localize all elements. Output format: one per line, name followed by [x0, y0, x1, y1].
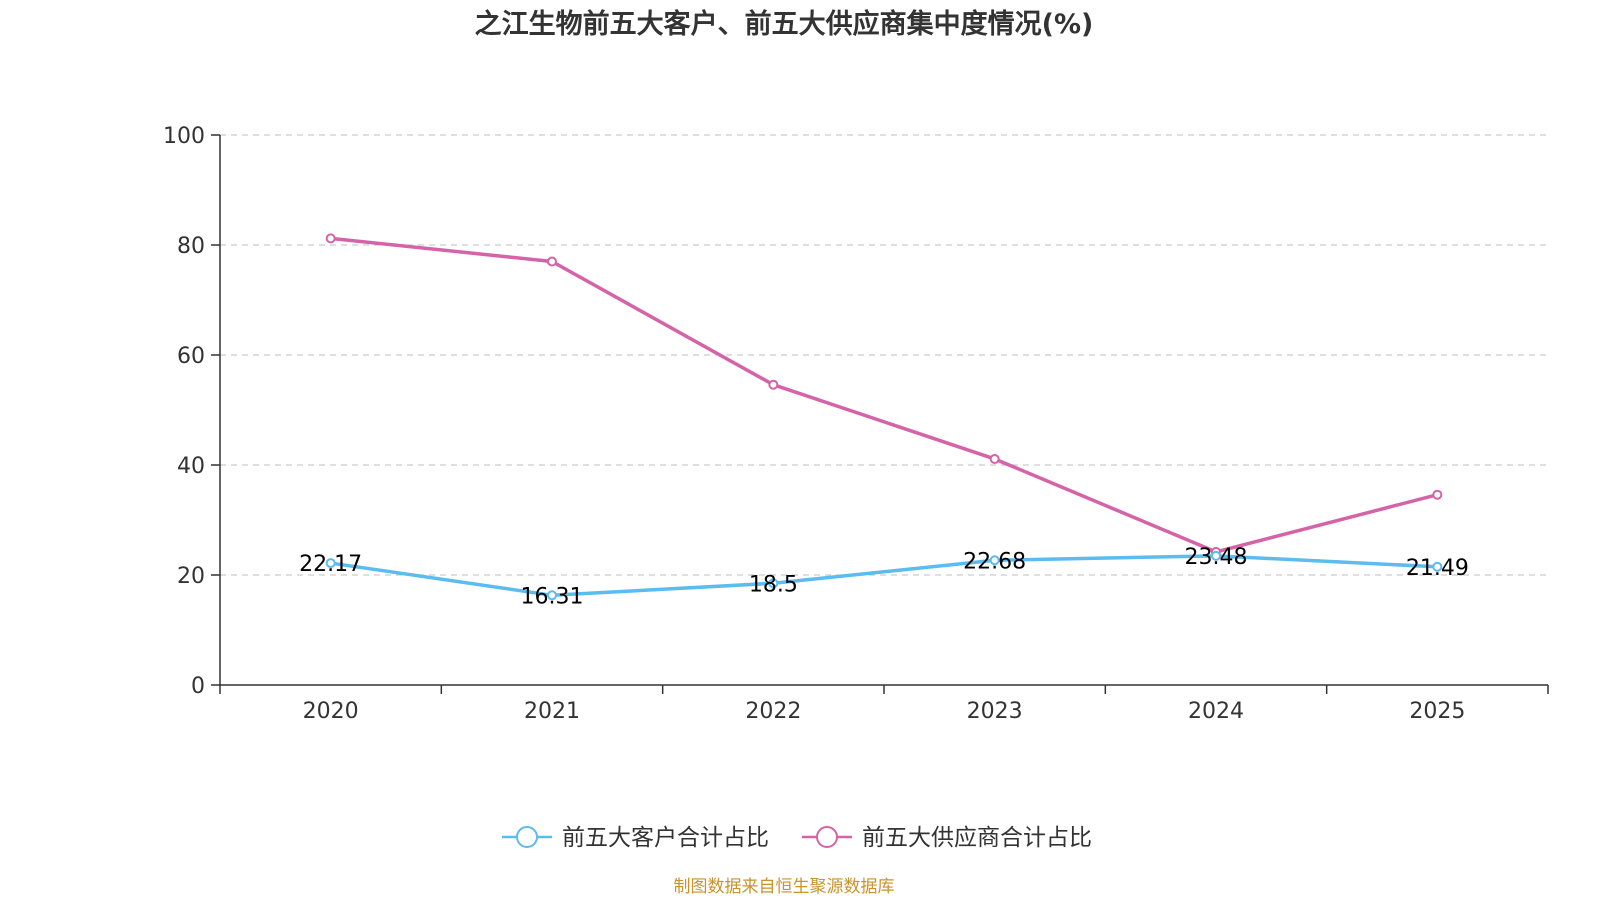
y-tick-label: 80 [177, 234, 205, 259]
x-tick-label: 2023 [967, 699, 1023, 724]
x-tick-label: 2025 [1409, 699, 1465, 724]
x-tick-label: 2024 [1188, 699, 1244, 724]
data-point[interactable] [768, 379, 779, 390]
data-labels: 22.17 16.31 18.5 22.68 23.48 21.49 [299, 545, 1469, 609]
axes [219, 135, 1548, 686]
data-label: 22.68 [963, 549, 1026, 574]
x-tick-label: 2020 [303, 699, 359, 724]
y-tick-label: 40 [177, 454, 205, 479]
data-label: 23.48 [1185, 545, 1248, 570]
legend-customers-label: 前五大客户合计占比 [562, 825, 769, 851]
y-tick-label: 100 [163, 124, 205, 149]
legend-suppliers-icon [816, 826, 838, 848]
data-point[interactable] [547, 256, 557, 267]
data-label: 18.5 [749, 572, 798, 597]
legend-suppliers-label: 前五大供应商合计占比 [862, 825, 1092, 851]
series-line-0 [330, 554, 1438, 598]
y-axis-ticks: 0 20 40 60 80 100 [163, 124, 220, 699]
y-tick-label: 0 [191, 674, 205, 699]
y-tick-label: 20 [177, 564, 205, 589]
data-point[interactable] [1211, 550, 1221, 561]
legend-item-suppliers[interactable]: 前五大供应商合计占比 [802, 825, 1092, 851]
data-label: 16.31 [521, 584, 584, 609]
data-point[interactable] [1432, 489, 1443, 500]
series-group [325, 233, 1443, 601]
legend-item-customers[interactable]: 前五大客户合计占比 [502, 825, 769, 851]
data-point[interactable] [1432, 561, 1443, 572]
y-tick-label: 60 [177, 344, 205, 369]
x-tick-label: 2021 [524, 699, 580, 724]
source-note: 制图数据来自恒生聚源数据库 [674, 877, 895, 897]
data-label: 22.17 [299, 552, 362, 577]
data-point[interactable] [325, 558, 336, 569]
legend-customers-icon [516, 826, 538, 848]
grid-lines [220, 134, 1548, 576]
legend[interactable]: 前五大客户合计占比 前五大供应商合计占比 [502, 825, 1092, 851]
data-point[interactable] [768, 578, 779, 589]
data-point[interactable] [547, 590, 557, 601]
data-label: 21.49 [1406, 556, 1469, 581]
x-axis-ticks: 2020 2021 2022 2023 2024 2025 [219, 685, 1549, 724]
data-point[interactable] [989, 453, 1000, 464]
data-point[interactable] [989, 555, 1000, 566]
data-point[interactable] [325, 233, 336, 244]
x-tick-label: 2022 [745, 699, 801, 724]
series-line-1 [330, 236, 1438, 554]
chart-title: 之江生物前五大客户、前五大供应商集中度情况(%) [475, 8, 1094, 40]
